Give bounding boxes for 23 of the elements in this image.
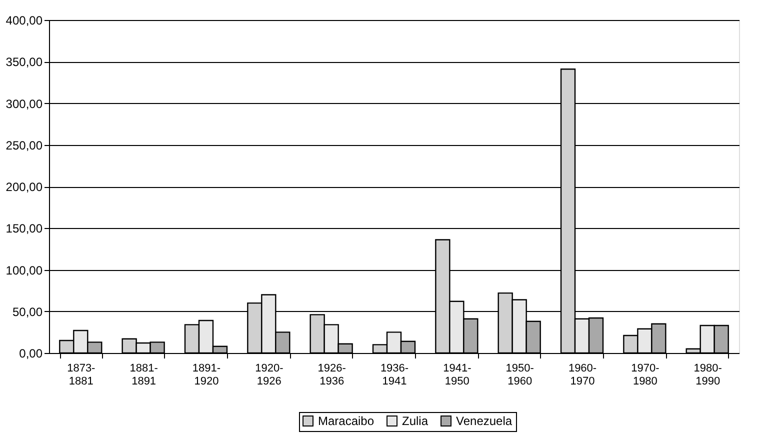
y-tick-label: 350,00 xyxy=(6,55,43,70)
legend-label: Zulia xyxy=(402,414,428,428)
y-tick-label: 200,00 xyxy=(6,180,43,194)
y-tick-label: 300,00 xyxy=(6,96,43,111)
legend-label: Venezuela xyxy=(456,414,512,428)
y-tick-label: 400,00 xyxy=(6,14,43,28)
x-tick-label: 1936-1941 xyxy=(380,362,409,388)
legend-label: Maracaibo xyxy=(318,414,374,428)
x-tick-label: 1970-1980 xyxy=(631,362,660,388)
y-tick-label: 0,00 xyxy=(19,346,43,360)
x-tick-label: 1950-1960 xyxy=(506,362,534,388)
y-tick-label: 50,00 xyxy=(12,304,43,319)
x-tick-label: 1873-1881 xyxy=(67,362,96,388)
y-tick-label: 100,00 xyxy=(6,263,43,278)
x-tick-label: 1980-1990 xyxy=(694,362,722,388)
x-tick-label: 1926-1936 xyxy=(318,362,346,388)
y-tick-label: 250,00 xyxy=(6,138,43,152)
y-tick-label: 150,00 xyxy=(6,222,43,236)
x-tick-label: 1960-1970 xyxy=(568,362,597,388)
x-tick-label: 1920-1926 xyxy=(255,362,284,388)
x-tick-label: 1881-1891 xyxy=(130,362,158,388)
x-tick-label: 1891-1920 xyxy=(192,362,221,388)
x-tick-label: 1941-1950 xyxy=(443,362,472,388)
